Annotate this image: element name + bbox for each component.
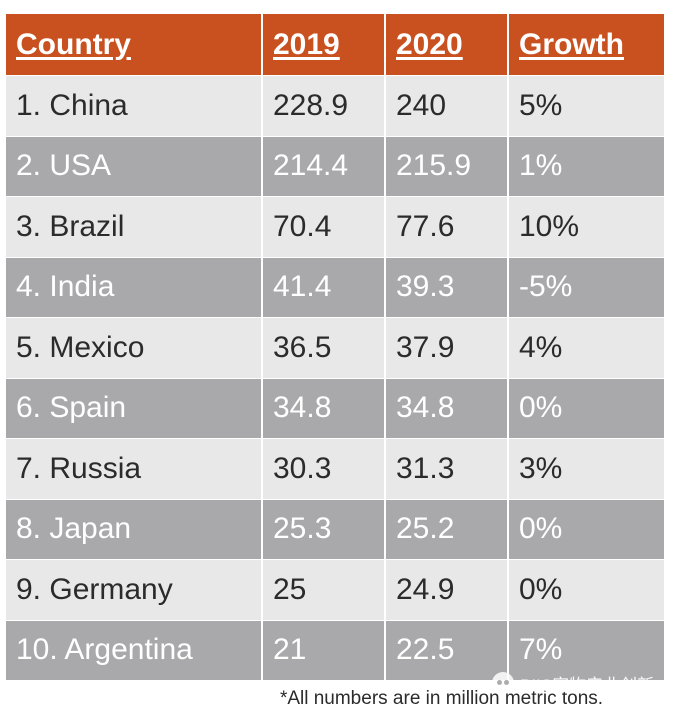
header-cell-country: Country	[6, 14, 263, 76]
cell-2020: 215.9	[386, 136, 509, 197]
table-row: 10. Argentina 21 22.5 7%	[6, 620, 664, 681]
header-cell-2020: 2020	[386, 14, 509, 76]
table-row: 9. Germany 25 24.9 0%	[6, 560, 664, 621]
table-row: 4. India 41.4 39.3 -5%	[6, 257, 664, 318]
cell-2020: 24.9	[386, 560, 509, 621]
cell-country: 4. India	[6, 257, 263, 318]
cell-country: 1. China	[6, 76, 263, 137]
cell-2019: 41.4	[263, 257, 386, 318]
table-row: 5. Mexico 36.5 37.9 4%	[6, 318, 664, 379]
cell-growth: 0%	[509, 378, 664, 439]
cell-2020: 34.8	[386, 378, 509, 439]
watermark: PIIS宠物产业创新	[492, 670, 654, 696]
cell-growth: 0%	[509, 560, 664, 621]
cell-2020: 31.3	[386, 439, 509, 500]
cell-2019: 30.3	[263, 439, 386, 500]
cell-2019: 25	[263, 560, 386, 621]
data-table: Country 2019 2020 Growth 1. China 228.9 24…	[6, 14, 664, 681]
cell-growth: 0%	[509, 499, 664, 560]
cell-country: 10. Argentina	[6, 620, 263, 681]
cell-country: 5. Mexico	[6, 318, 263, 379]
cell-2019: 25.3	[263, 499, 386, 560]
cell-2020: 77.6	[386, 197, 509, 258]
table-row: 7. Russia 30.3 31.3 3%	[6, 439, 664, 500]
cell-growth: 5%	[509, 76, 664, 137]
cell-2020: 37.9	[386, 318, 509, 379]
cell-2020: 39.3	[386, 257, 509, 318]
cell-country: 3. Brazil	[6, 197, 263, 258]
table-row: 3. Brazil 70.4 77.6 10%	[6, 197, 664, 258]
cell-growth: -5%	[509, 257, 664, 318]
cell-country: 9. Germany	[6, 560, 263, 621]
cell-2019: 70.4	[263, 197, 386, 258]
cell-country: 8. Japan	[6, 499, 263, 560]
cell-2019: 21	[263, 620, 386, 681]
cell-2019: 36.5	[263, 318, 386, 379]
cell-2020: 25.2	[386, 499, 509, 560]
cell-2019: 214.4	[263, 136, 386, 197]
cell-2019: 228.9	[263, 76, 386, 137]
wechat-icon	[492, 672, 514, 694]
cell-2019: 34.8	[263, 378, 386, 439]
watermark-text: PIIS宠物产业创新	[520, 675, 655, 695]
table-body: 1. China 228.9 240 5% 2. USA 214.4 215.9 1% 3. B…	[6, 76, 664, 681]
header-cell-2019: 2019	[263, 14, 386, 76]
cell-country: 6. Spain	[6, 378, 263, 439]
table-row: 1. China 228.9 240 5%	[6, 76, 664, 137]
cell-2020: 240	[386, 76, 509, 137]
cell-growth: 7%	[509, 620, 664, 681]
cell-2020: 22.5	[386, 620, 509, 681]
cell-growth: 1%	[509, 136, 664, 197]
table-row: 6. Spain 34.8 34.8 0%	[6, 378, 664, 439]
cell-country: 2. USA	[6, 136, 263, 197]
header-row: Country 2019 2020 Growth	[6, 14, 664, 76]
cell-growth: 3%	[509, 439, 664, 500]
footnote: *All numbers are in million metric tons.	[279, 688, 604, 709]
cell-country: 7. Russia	[6, 439, 263, 500]
table-row: 2. USA 214.4 215.9 1%	[6, 136, 664, 197]
cell-growth: 4%	[509, 318, 664, 379]
cell-growth: 10%	[509, 197, 664, 258]
table-row: 8. Japan 25.3 25.2 0%	[6, 499, 664, 560]
header-cell-growth: Growth	[509, 14, 664, 76]
